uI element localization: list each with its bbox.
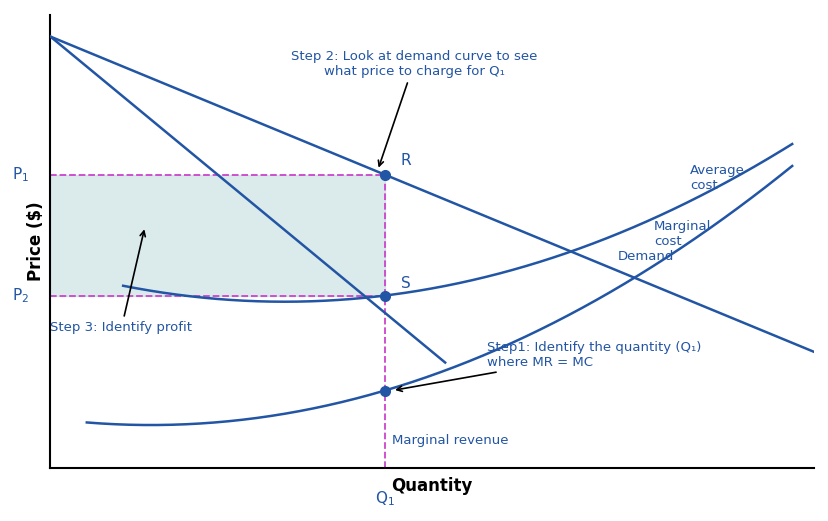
Text: Average
cost: Average cost (690, 164, 744, 192)
Text: Demand: Demand (617, 251, 673, 264)
Text: Marginal
cost: Marginal cost (653, 220, 710, 249)
Text: R: R (401, 153, 411, 168)
Y-axis label: Price ($): Price ($) (26, 202, 45, 281)
Text: Marginal revenue: Marginal revenue (392, 433, 508, 446)
Text: P$_2$: P$_2$ (12, 286, 29, 305)
Text: Q$_1$: Q$_1$ (374, 490, 394, 508)
Text: Step1: Identify the quantity (Q₁)
where MR = MC: Step1: Identify the quantity (Q₁) where … (397, 341, 700, 391)
Text: Step 2: Look at demand curve to see
what price to charge for Q₁: Step 2: Look at demand curve to see what… (291, 49, 537, 166)
X-axis label: Quantity: Quantity (391, 477, 472, 494)
Text: Step 3: Identify profit: Step 3: Identify profit (51, 231, 192, 334)
Text: S: S (401, 276, 410, 291)
Text: P$_1$: P$_1$ (12, 165, 29, 184)
